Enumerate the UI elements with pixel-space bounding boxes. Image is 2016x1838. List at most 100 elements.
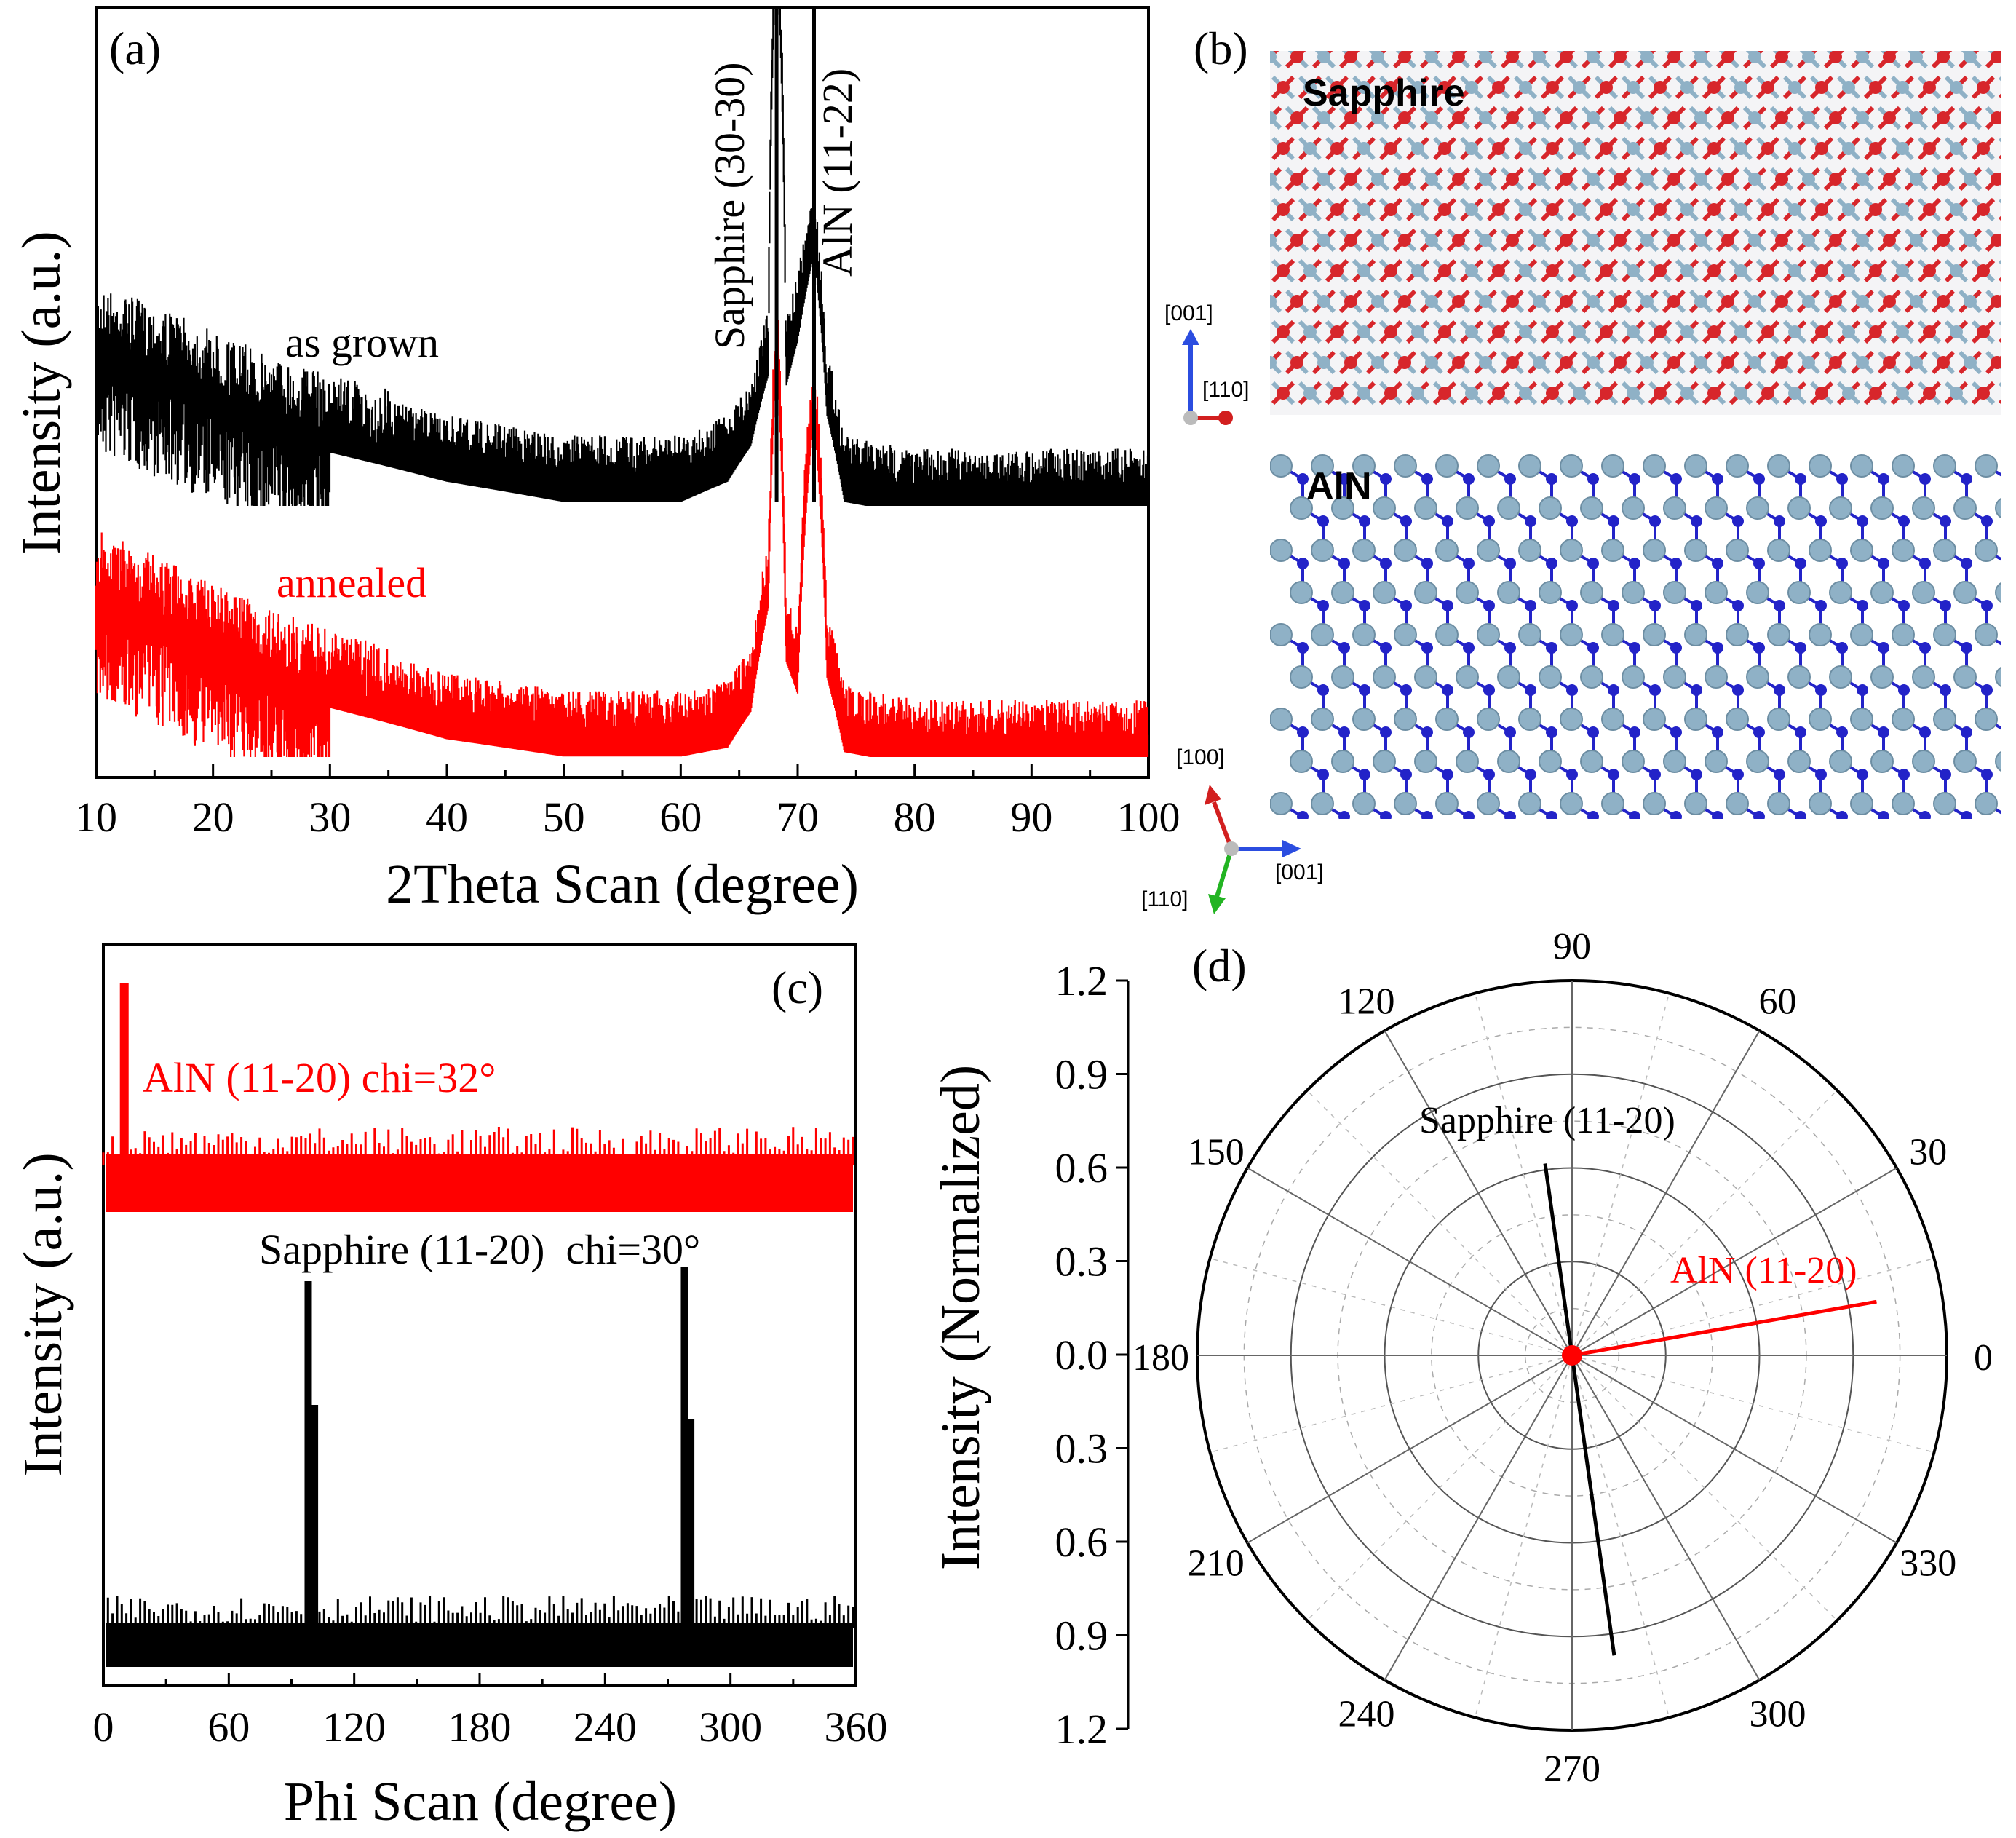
nitrogen-atom bbox=[1297, 642, 1309, 654]
aluminum-atom bbox=[1303, 325, 1317, 338]
oxygen-atom bbox=[1883, 295, 1896, 308]
panel-d-series-group bbox=[1543, 1163, 1877, 1656]
aluminum-atom bbox=[1705, 665, 1728, 689]
panel-d-angle-label: 180 bbox=[1132, 1337, 1189, 1379]
aluminum-atom bbox=[1533, 51, 1546, 63]
oxygen-atom bbox=[1829, 356, 1842, 369]
nitrogen-atom bbox=[1421, 558, 1433, 569]
aluminum-atom bbox=[1533, 111, 1546, 124]
aluminum-atom bbox=[1311, 623, 1334, 646]
nitrogen-atom bbox=[1815, 769, 1827, 780]
panel-c-label: (c) bbox=[771, 962, 823, 1013]
aluminum-atom bbox=[1767, 539, 1790, 562]
oxygen-atom bbox=[1330, 264, 1344, 277]
aluminum-atom bbox=[1497, 750, 1520, 773]
aluminum-atom bbox=[1518, 708, 1541, 731]
nitrogen-atom bbox=[1753, 473, 1765, 485]
aluminum-atom bbox=[1580, 581, 1603, 604]
oxygen-atom bbox=[1667, 295, 1680, 308]
oxygen-atom bbox=[1290, 173, 1303, 186]
nitrogen-atom bbox=[1463, 473, 1475, 485]
panel-d-radial-tick-label: 1.2 bbox=[1055, 957, 1108, 1005]
aluminum-atom bbox=[1663, 750, 1686, 773]
nitrogen-atom bbox=[1878, 726, 1889, 738]
aluminum-atom bbox=[1788, 325, 1801, 338]
sapphire-bond bbox=[1998, 398, 2001, 405]
nitrogen-atom bbox=[1670, 473, 1682, 485]
aluminum-atom bbox=[1303, 387, 1317, 400]
aluminum-atom bbox=[1746, 750, 1769, 773]
aluminum-atom bbox=[1290, 665, 1313, 689]
aluminum-atom bbox=[1950, 325, 1963, 338]
oxygen-atom bbox=[1707, 325, 1721, 338]
nitrogen-atom bbox=[1712, 726, 1723, 738]
aluminum-atom bbox=[1394, 623, 1417, 646]
nitrogen-atom bbox=[1795, 726, 1806, 738]
oxygen-atom bbox=[1883, 234, 1896, 247]
nitrogen-atom bbox=[1836, 811, 1848, 819]
nitrogen-atom bbox=[1649, 769, 1661, 780]
aluminum-atom bbox=[1964, 173, 1977, 186]
nitrogen-atom bbox=[1919, 726, 1931, 738]
oxygen-atom bbox=[1290, 356, 1303, 369]
nitrogen-atom bbox=[1961, 811, 1972, 819]
oxygen-atom bbox=[1290, 111, 1303, 124]
oxygen-atom bbox=[1452, 356, 1465, 369]
nitrogen-atom bbox=[1525, 515, 1536, 527]
panel-d-minor-spoke bbox=[1210, 1355, 1573, 1454]
aluminum-atom bbox=[1518, 623, 1541, 646]
oxygen-atom bbox=[1452, 295, 1465, 308]
aluminum-atom bbox=[1352, 539, 1376, 562]
sapphire-bond bbox=[1998, 276, 2001, 283]
nitrogen-atom bbox=[1608, 515, 1619, 527]
oxygen-atom bbox=[1761, 325, 1774, 338]
aluminum-atom bbox=[1456, 665, 1479, 689]
sapphire-bond bbox=[1270, 175, 1282, 191]
aluminum-atom bbox=[1748, 111, 1761, 124]
aluminum-atom bbox=[1842, 325, 1855, 338]
aluminum-atom bbox=[1290, 581, 1313, 604]
nitrogen-atom bbox=[1608, 600, 1619, 611]
panel-c-series-group bbox=[102, 983, 854, 1667]
aluminum-atom bbox=[1477, 454, 1500, 478]
oxygen-atom bbox=[1492, 142, 1505, 155]
oxygen-atom bbox=[1398, 356, 1411, 369]
aluminum-atom bbox=[1587, 356, 1600, 369]
nitrogen-atom bbox=[1566, 684, 1578, 696]
sapphire-bond bbox=[1270, 289, 1282, 305]
panel-a-x-tick-label: 90 bbox=[1010, 793, 1052, 841]
oxygen-atom bbox=[1775, 111, 1788, 124]
aluminum-atom bbox=[1950, 264, 1963, 277]
panel-c-x-tick-label: 0 bbox=[93, 1703, 114, 1751]
panel-c-aln-peak bbox=[119, 983, 129, 1165]
oxygen-atom bbox=[1721, 173, 1734, 186]
oxygen-atom bbox=[1344, 356, 1357, 369]
nitrogen-atom bbox=[1338, 642, 1350, 654]
sapphire-bond bbox=[1270, 106, 1282, 122]
aluminum-atom bbox=[1950, 203, 1963, 216]
aluminum-atom bbox=[1975, 623, 1998, 646]
aluminum-atom bbox=[1663, 496, 1686, 520]
nitrogen-atom bbox=[1359, 600, 1370, 611]
aluminum-atom bbox=[1533, 356, 1546, 369]
oxygen-atom bbox=[1654, 203, 1667, 216]
panel-d-spoke bbox=[1384, 1355, 1573, 1681]
oxygen-atom bbox=[1721, 111, 1734, 124]
nitrogen-atom bbox=[1961, 642, 1972, 654]
aluminum-atom bbox=[1933, 708, 1956, 731]
nitrogen-atom bbox=[1629, 726, 1640, 738]
oxygen-atom bbox=[1560, 234, 1573, 247]
nitrogen-atom bbox=[1712, 811, 1723, 819]
aluminum-atom bbox=[1640, 51, 1654, 63]
aluminum-atom bbox=[1357, 81, 1370, 94]
nitrogen-atom bbox=[1525, 769, 1536, 780]
oxygen-atom bbox=[1614, 173, 1627, 186]
panel-c-x-axis-label: Phi Scan (degree) bbox=[284, 1771, 677, 1832]
aluminum-atom bbox=[1331, 496, 1354, 520]
aluminum-atom bbox=[1479, 356, 1492, 369]
oxygen-atom bbox=[1344, 173, 1357, 186]
nitrogen-atom bbox=[1400, 600, 1412, 611]
aluminum-atom bbox=[1892, 708, 1915, 731]
oxygen-atom bbox=[1707, 142, 1721, 155]
nitrogen-atom bbox=[2002, 726, 2014, 738]
